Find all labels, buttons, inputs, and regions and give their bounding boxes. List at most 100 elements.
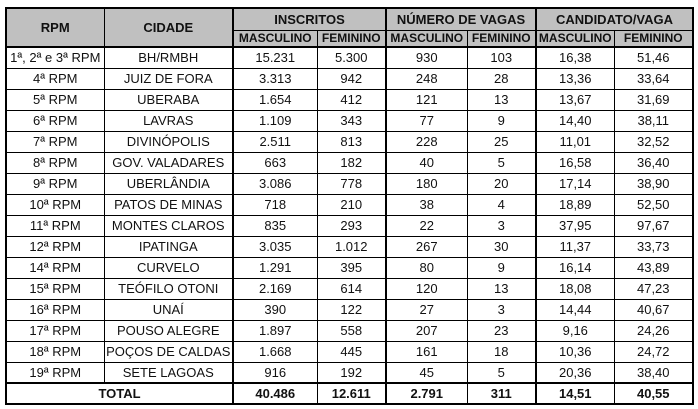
cell-cand-f: 36,40 bbox=[613, 151, 694, 174]
cell-vagas-m: 207 bbox=[385, 319, 468, 342]
cell-cand-m: 9,16 bbox=[535, 319, 615, 342]
cell-cidade: UNAÍ bbox=[103, 298, 234, 321]
cell-insc-f: 192 bbox=[316, 361, 387, 384]
cell-insc-f: 614 bbox=[316, 277, 387, 300]
cell-cand-m: 14,40 bbox=[535, 109, 615, 132]
table-row: 19ª RPM SETE LAGOAS 916 192 45 5 20,36 38,40 bbox=[5, 361, 694, 384]
cell-cidade: POUSO ALEGRE bbox=[103, 319, 234, 342]
cell-insc-m: 3.035 bbox=[232, 235, 318, 258]
cell-rpm: 15ª RPM bbox=[5, 277, 105, 300]
cell-vagas-m: 228 bbox=[385, 130, 468, 153]
cell-cand-m: 13,36 bbox=[535, 67, 615, 90]
cell-insc-m: 390 bbox=[232, 298, 318, 321]
cell-vagas-m: 180 bbox=[385, 172, 468, 195]
cell-cidade: JUIZ DE FORA bbox=[103, 67, 234, 90]
cell-vagas-m: 120 bbox=[385, 277, 468, 300]
cell-insc-m: 1.654 bbox=[232, 88, 318, 111]
cell-cidade: DIVINÓPOLIS bbox=[103, 130, 234, 153]
cell-insc-f: 5.300 bbox=[316, 46, 387, 69]
cell-cand-f: 40,67 bbox=[613, 298, 694, 321]
cell-cand-m: 16,58 bbox=[535, 151, 615, 174]
cell-vagas-f: 5 bbox=[466, 361, 537, 384]
cell-insc-m: 916 bbox=[232, 361, 318, 384]
cell-insc-m: 2.511 bbox=[232, 130, 318, 153]
cell-insc-f: 558 bbox=[316, 319, 387, 342]
table-row: 14ª RPM CURVELO 1.291 395 80 9 16,14 43,89 bbox=[5, 256, 694, 279]
cell-insc-f: 182 bbox=[316, 151, 387, 174]
cell-insc-f: 445 bbox=[316, 340, 387, 363]
cell-cidade: PATOS DE MINAS bbox=[103, 193, 234, 216]
cell-insc-m: 718 bbox=[232, 193, 318, 216]
cell-vagas-m: 930 bbox=[385, 46, 468, 69]
cell-rpm: 8ª RPM bbox=[5, 151, 105, 174]
cell-cand-f: 32,52 bbox=[613, 130, 694, 153]
cell-vagas-f: 13 bbox=[466, 88, 537, 111]
cell-vagas-m: 38 bbox=[385, 193, 468, 216]
total-inscritos-feminino: 12.611 bbox=[316, 382, 387, 405]
cell-insc-m: 1.668 bbox=[232, 340, 318, 363]
cell-insc-f: 942 bbox=[316, 67, 387, 90]
cell-rpm: 1ª, 2ª e 3ª RPM bbox=[5, 46, 105, 69]
cell-cand-f: 33,64 bbox=[613, 67, 694, 90]
col-group-candidato-vaga: CANDIDATO/VAGA bbox=[535, 7, 694, 31]
cell-cand-m: 13,67 bbox=[535, 88, 615, 111]
cell-insc-m: 1.291 bbox=[232, 256, 318, 279]
cell-vagas-m: 161 bbox=[385, 340, 468, 363]
cell-insc-f: 122 bbox=[316, 298, 387, 321]
table-footer: TOTAL 40.486 12.611 2.791 311 14,51 40,5… bbox=[5, 382, 694, 405]
col-header-vagas-feminino: FEMININO bbox=[466, 29, 537, 48]
rpm-statistics-table: RPM CIDADE INSCRITOS NÚMERO DE VAGAS CAN… bbox=[5, 7, 695, 405]
cell-vagas-m: 121 bbox=[385, 88, 468, 111]
cell-insc-m: 663 bbox=[232, 151, 318, 174]
table-row: 9ª RPM UBERLÂNDIA 3.086 778 180 20 17,14 38,90 bbox=[5, 172, 694, 195]
total-vagas-feminino: 311 bbox=[466, 382, 537, 405]
cell-insc-m: 3.313 bbox=[232, 67, 318, 90]
cell-cand-f: 38,40 bbox=[613, 361, 694, 384]
total-candidato-masculino: 14,51 bbox=[535, 382, 615, 405]
cell-cand-m: 37,95 bbox=[535, 214, 615, 237]
cell-cidade: CURVELO bbox=[103, 256, 234, 279]
table-row: 4ª RPM JUIZ DE FORA 3.313 942 248 28 13,36 33,6… bbox=[5, 67, 694, 90]
cell-cand-f: 43,89 bbox=[613, 256, 694, 279]
cell-cidade: IPATINGA bbox=[103, 235, 234, 258]
cell-vagas-f: 23 bbox=[466, 319, 537, 342]
cell-cidade: SETE LAGOAS bbox=[103, 361, 234, 384]
cell-cidade: BH/RMBH bbox=[103, 46, 234, 69]
cell-insc-m: 15.231 bbox=[232, 46, 318, 69]
cell-insc-f: 412 bbox=[316, 88, 387, 111]
table-row: 6ª RPM LAVRAS 1.109 343 77 9 14,40 38,11 bbox=[5, 109, 694, 132]
cell-insc-m: 2.169 bbox=[232, 277, 318, 300]
table-row: 18ª RPM POÇOS DE CALDAS 1.668 445 161 18 10,36… bbox=[5, 340, 694, 363]
cell-rpm: 10ª RPM bbox=[5, 193, 105, 216]
cell-cidade: UBERLÂNDIA bbox=[103, 172, 234, 195]
cell-vagas-f: 28 bbox=[466, 67, 537, 90]
col-header-candidato-feminino: FEMININO bbox=[613, 29, 694, 48]
cell-cidade: LAVRAS bbox=[103, 109, 234, 132]
cell-insc-f: 813 bbox=[316, 130, 387, 153]
cell-vagas-m: 40 bbox=[385, 151, 468, 174]
cell-insc-f: 1.012 bbox=[316, 235, 387, 258]
col-header-vagas-masculino: MASCULINO bbox=[385, 29, 468, 48]
cell-insc-m: 1.109 bbox=[232, 109, 318, 132]
col-header-inscritos-masculino: MASCULINO bbox=[232, 29, 318, 48]
table-row: 17ª RPM POUSO ALEGRE 1.897 558 207 23 9,16 24,2… bbox=[5, 319, 694, 342]
statistics-table-container: RPM CIDADE INSCRITOS NÚMERO DE VAGAS CAN… bbox=[5, 7, 695, 405]
cell-rpm: 6ª RPM bbox=[5, 109, 105, 132]
cell-cidade: GOV. VALADARES bbox=[103, 151, 234, 174]
total-label: TOTAL bbox=[5, 382, 234, 405]
cell-vagas-m: 22 bbox=[385, 214, 468, 237]
cell-vagas-f: 20 bbox=[466, 172, 537, 195]
cell-cand-m: 10,36 bbox=[535, 340, 615, 363]
cell-vagas-f: 9 bbox=[466, 256, 537, 279]
cell-cand-f: 52,50 bbox=[613, 193, 694, 216]
cell-cand-f: 38,11 bbox=[613, 109, 694, 132]
cell-cand-m: 14,44 bbox=[535, 298, 615, 321]
cell-cand-m: 16,14 bbox=[535, 256, 615, 279]
cell-cand-m: 11,37 bbox=[535, 235, 615, 258]
cell-rpm: 16ª RPM bbox=[5, 298, 105, 321]
cell-vagas-f: 103 bbox=[466, 46, 537, 69]
cell-rpm: 4ª RPM bbox=[5, 67, 105, 90]
cell-cand-m: 16,38 bbox=[535, 46, 615, 69]
cell-vagas-f: 25 bbox=[466, 130, 537, 153]
cell-vagas-m: 248 bbox=[385, 67, 468, 90]
